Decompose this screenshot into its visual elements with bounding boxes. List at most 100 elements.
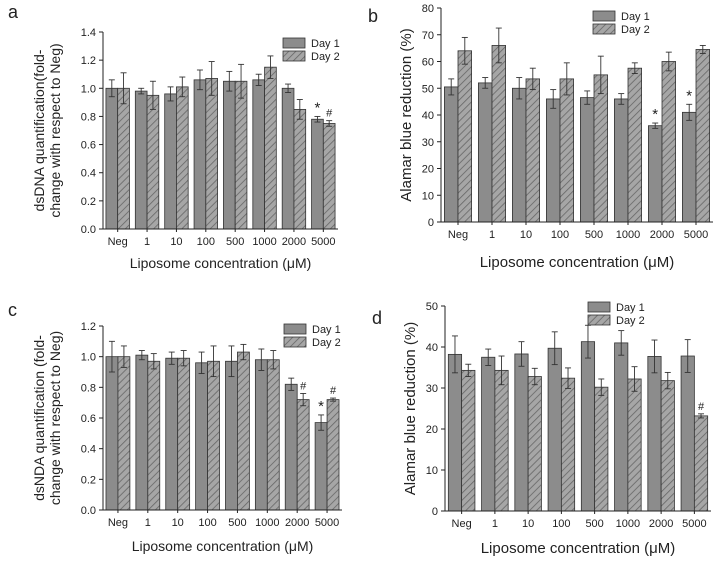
y-tick-label: 0	[428, 217, 434, 229]
bar-day1-Neg	[105, 356, 119, 511]
chart-panel-d: d #0 10 20 30 40 50 Neg 1 10 100 500 1000 2000 5000 Lip…	[372, 301, 711, 557]
y-tick-label: 0.8	[81, 111, 96, 123]
x-tick-label: 10	[172, 517, 184, 529]
bar-day2-100	[205, 78, 218, 230]
y-tick-label: 1.2	[81, 321, 96, 333]
x-tick-label: 5000	[684, 229, 708, 241]
y-tick-label: 40	[422, 110, 434, 122]
x-tick-label: 2000	[282, 236, 306, 248]
legend-swatch-day2	[587, 314, 611, 326]
legend-label: Day 2	[312, 337, 341, 349]
legend-swatch-day1	[587, 301, 611, 313]
x-tick-label: 10	[170, 236, 182, 248]
y-tick-label: 20	[426, 424, 438, 436]
bar-day2-Neg	[461, 369, 476, 512]
panel-label: c	[8, 300, 17, 320]
y-tick-label: 1.0	[81, 83, 96, 95]
bar-day1-2000	[284, 383, 298, 511]
panel-label: d	[372, 308, 382, 328]
bar-day1-500	[580, 97, 595, 223]
x-tick-label: Neg	[448, 229, 468, 241]
y-tick-label: 0	[432, 506, 438, 518]
bar-day2-500	[237, 351, 250, 511]
x-tick-label: 1	[489, 229, 495, 241]
y-tick-label: 50	[426, 301, 438, 313]
bar-day2-2000	[660, 380, 675, 512]
bar-day1-Neg	[447, 353, 463, 512]
bar-day1-1000	[252, 79, 265, 230]
bar-day1-500	[580, 341, 596, 512]
bar-day2-500	[234, 80, 248, 230]
y-tick-label: 0.6	[81, 140, 96, 152]
bar-day1-1	[477, 82, 493, 223]
y-tick-label: 30	[422, 137, 434, 149]
bar-day1-10	[164, 93, 177, 230]
chart-panel-a: a * #0.0 0.2 0.4 0.6 0.8 1.0 1.2 1.4 Neg 1 10 100 500 1…	[8, 2, 340, 271]
bar-day2-1000	[266, 359, 280, 511]
bar-day2-1000	[264, 66, 277, 230]
x-tick-label: Neg	[108, 236, 128, 248]
x-tick-label: 100	[198, 517, 216, 529]
y-tick-label: 20	[422, 164, 434, 176]
y-tick-label: 0.4	[81, 168, 96, 180]
y-axis-title: Alamar blue reduction (%)	[398, 28, 415, 201]
bar-day2-2000	[296, 399, 310, 511]
x-tick-label: 5000	[315, 517, 339, 529]
chart-panel-b: b * * 0 10 20 30 40 50 60 70 80 Neg 1 10 100 500 1000 2000…	[368, 3, 713, 271]
legend-swatch-day1	[592, 10, 616, 22]
y-tick-label: 40	[426, 342, 438, 354]
x-tick-label: 2000	[285, 517, 309, 529]
x-tick-label: 1000	[255, 517, 279, 529]
bar-day2-100	[559, 78, 575, 223]
bar-day2-1	[147, 360, 161, 511]
y-tick-label: 0.6	[81, 413, 96, 425]
y-tick-label: 0.0	[81, 224, 96, 236]
x-tick-label: 1	[144, 236, 150, 248]
x-tick-label: 500	[228, 517, 246, 529]
x-tick-label: 100	[197, 236, 215, 248]
bar-day2-5000	[693, 415, 709, 512]
bar-day1-500	[225, 360, 238, 511]
x-tick-label: Neg	[452, 518, 472, 530]
bar-day1-1	[135, 354, 149, 511]
bar-day1-100	[195, 362, 208, 511]
legend-swatch-day1	[283, 323, 307, 335]
significance-mark: #	[330, 385, 337, 397]
x-tick-label: 10	[522, 518, 534, 530]
significance-mark: *	[686, 87, 692, 104]
bar-day1-5000	[682, 111, 697, 223]
bar-day2-10	[177, 357, 191, 511]
bar-day1-Neg	[105, 87, 119, 230]
legend-swatch-day2	[283, 336, 307, 348]
significance-mark: *	[318, 398, 324, 415]
legend-label: Day 1	[621, 11, 650, 23]
bar-day1-1000	[614, 342, 629, 512]
bar-day1-1000	[254, 359, 268, 511]
y-tick-label: 10	[422, 190, 434, 202]
bar-day2-1000	[627, 67, 643, 223]
bar-day2-Neg	[117, 356, 131, 511]
y-tick-label: 0.0	[81, 505, 96, 517]
significance-mark: #	[698, 401, 705, 413]
y-axis-title: dsDNA quantification(fold-	[31, 49, 47, 211]
legend-label: Day 1	[312, 324, 341, 336]
bar-day1-100	[546, 98, 561, 223]
panel-label: a	[8, 2, 19, 22]
x-axis-title: Liposome concentration (μM)	[481, 540, 676, 557]
bar-day1-Neg	[443, 86, 459, 223]
y-tick-label: 1.0	[81, 352, 96, 364]
bar-day1-10	[512, 87, 527, 223]
bar-day1-500	[223, 80, 236, 230]
bar-day1-1	[481, 356, 496, 512]
chart-panel-c: c # * #0.0 0.2 0.4 0.6 0.8 1.0 1.2 Neg 1 10 100 500 100…	[8, 300, 342, 554]
bar-day1-1	[134, 90, 148, 230]
x-tick-label: 1000	[616, 229, 640, 241]
bar-day1-5000	[680, 355, 695, 512]
legend-swatch-day1	[282, 37, 306, 49]
x-tick-label: 500	[585, 229, 603, 241]
x-tick-label: 500	[585, 518, 603, 530]
x-tick-label: 1000	[252, 236, 276, 248]
bar-day2-5000	[326, 399, 340, 511]
significance-mark: #	[326, 108, 333, 120]
legend-swatch-day2	[282, 50, 306, 62]
